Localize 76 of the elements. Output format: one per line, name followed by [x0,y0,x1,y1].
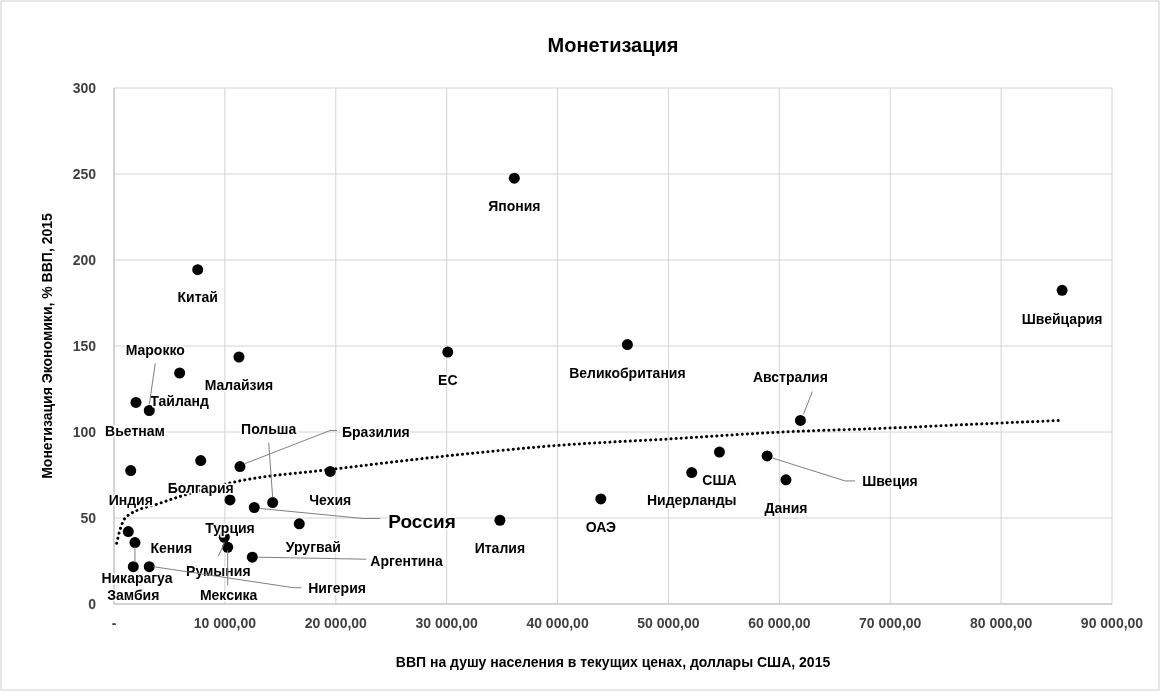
annotation: Замбия [107,586,160,603]
point [293,518,305,530]
y-tick-label: 150 [72,337,97,354]
y-tick-label: 300 [72,79,97,96]
point [794,414,806,426]
annotation: Япония [488,198,541,215]
x-tick-label: 40 000,00 [526,615,589,631]
annotation: Бразилия [341,424,410,441]
x-tick-label: 80 000,00 [969,615,1033,631]
annotation: Австралия [752,369,828,386]
y-tick-label: 0 [88,595,97,612]
annotation: ОАЭ [585,518,616,535]
y-tick-label: 200 [72,251,97,268]
x-tick-label: 30 000,00 [415,615,479,631]
y-tick-label: 100 [72,423,97,440]
point [125,465,137,477]
x-tick-label: 20 000,00 [304,615,368,631]
annotation: Мексика [199,587,258,604]
annotation: Нидерланды [646,492,737,509]
annotation: Россия [388,511,456,533]
annotation: Китай [177,288,218,305]
y-tick-label: 250 [72,165,97,182]
point [761,450,773,462]
annotation: Румыния [186,563,251,580]
x-tick-label: 70 000,00 [859,615,922,631]
y-tick-label: 50 [80,509,97,526]
annotation: Италия [474,540,526,557]
point [595,493,607,505]
point [192,264,204,276]
annotation: Швейцария [1021,311,1103,328]
y-axis-title: Монетизация Экономики, % ВВП, 2015 [39,212,55,479]
x-tick-label: - [111,615,117,631]
annotation: Вьетнам [105,423,165,440]
annotation: Тайланд [150,392,210,409]
annotation: ЕС [438,371,458,388]
point [442,346,454,358]
point [494,514,506,526]
point [713,446,725,458]
annotation: Дания [764,499,808,516]
annotation: Швеция [862,472,918,489]
annotation: Индия [108,492,153,509]
annotation: Великобритания [569,364,686,381]
point [143,561,155,573]
point [234,461,246,473]
x-tick-label: 60 000,00 [748,615,811,631]
x-tick-label: 90 000,00 [1080,615,1144,631]
point [1056,284,1068,296]
annotation: Нигерия [308,579,366,596]
point [508,172,520,184]
point [621,339,633,351]
point [267,497,279,509]
point [686,467,698,479]
point [129,537,141,549]
annotation: Польша [241,421,297,438]
annotation: Никарагуа [101,570,173,587]
point [174,367,186,379]
x-axis-title: ВВП на душу населения в текущих ценах, доллары США, 2015 [395,654,831,670]
point [127,561,139,573]
point [780,474,792,486]
annotation: Аргентина [370,553,443,570]
annotation: Чехия [309,492,352,509]
annotation: Кения [150,540,193,557]
annotation: Марокко [125,342,185,359]
x-tick-label: 50 000,00 [637,615,700,631]
annotation: Уругвай [285,538,341,555]
point [195,455,207,467]
point [248,502,260,514]
point [246,551,258,563]
point [122,526,134,538]
chart-title: Монетизация [547,34,679,56]
annotation: Турция [205,519,255,536]
point [233,351,245,363]
x-tick-label: 10 000,00 [193,615,257,631]
annotation: Малайзия [204,376,274,393]
point [130,396,142,408]
annotation: США [702,472,737,489]
